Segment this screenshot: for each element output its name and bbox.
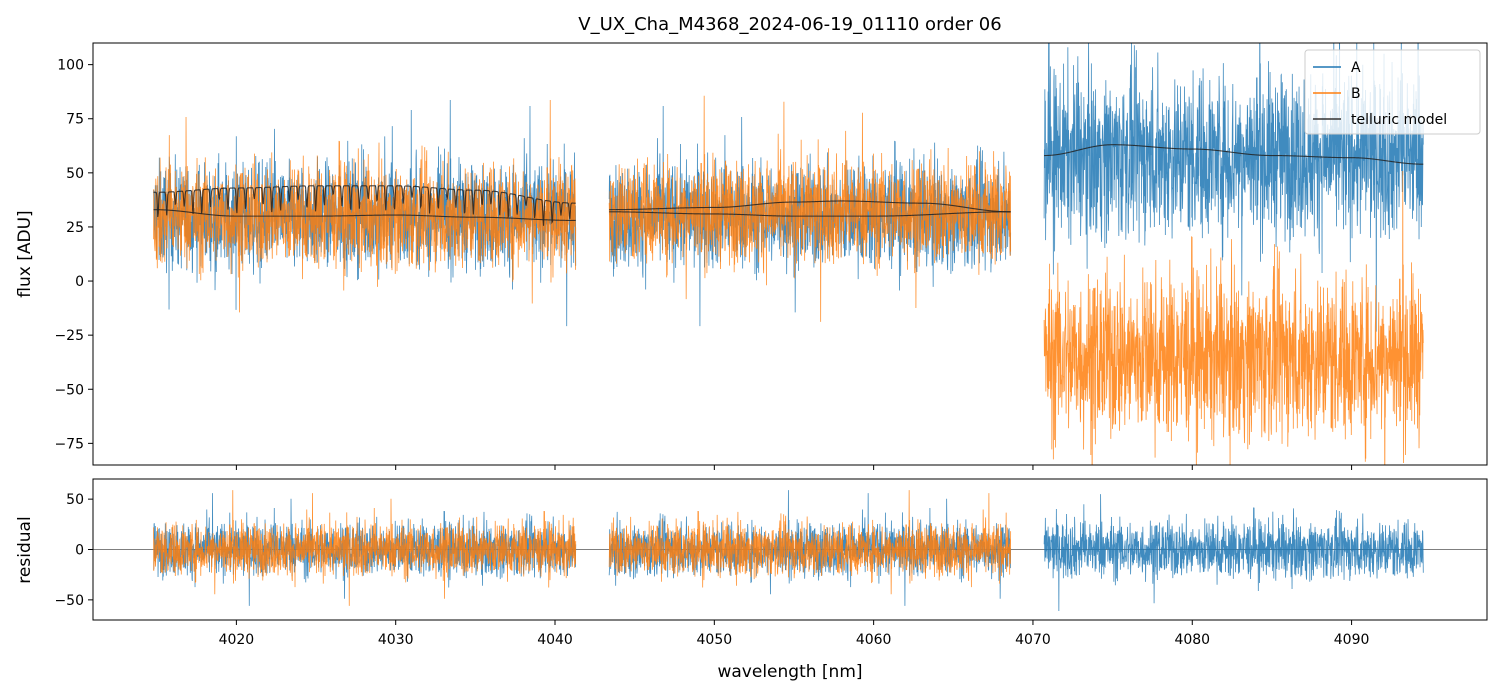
legend-label: B bbox=[1351, 86, 1361, 102]
series-b-segment-1 bbox=[153, 490, 577, 606]
y-tick-label: 50 bbox=[66, 166, 84, 182]
telluric-model-model-b-segment-2 bbox=[609, 200, 1011, 213]
x-tick-label: 4020 bbox=[219, 632, 255, 648]
bottom-panel: 4020 4030 4040 4050 4060 4070 4080 4090 −50 0 50 bbox=[54, 478, 1488, 648]
top-y-axis-label: flux [ADU] bbox=[15, 210, 35, 297]
y-tick-label: 0 bbox=[75, 543, 84, 559]
y-tick-label: −50 bbox=[54, 593, 84, 609]
series-a-segment-3 bbox=[1043, 43, 1424, 332]
y-tick-label: −25 bbox=[54, 328, 84, 344]
series-b-segment-2 bbox=[608, 490, 1012, 595]
telluric-model-model-a-segment-1 bbox=[153, 209, 576, 222]
telluric-model-model-b-segment-1 bbox=[153, 185, 576, 226]
y-tick-label: 0 bbox=[75, 274, 84, 290]
y-tick-label: 100 bbox=[57, 58, 84, 74]
x-tick-label: 4040 bbox=[537, 632, 573, 648]
series-b-segment-3 bbox=[1043, 171, 1424, 465]
x-tick-label: 4060 bbox=[856, 632, 892, 648]
x-axis-label: wavelength [nm] bbox=[717, 662, 862, 682]
telluric-model-model-a-segment-2 bbox=[609, 211, 1011, 217]
chart-title: V_UX_Cha_M4368_2024-06-19_01110 order 06 bbox=[578, 14, 1001, 35]
legend-label: A bbox=[1351, 60, 1361, 76]
plot-area bbox=[153, 43, 1424, 465]
bottom-y-axis-label: residual bbox=[15, 516, 35, 583]
telluric-model-model-a-segment-3 bbox=[1044, 144, 1424, 165]
legend-box bbox=[1304, 49, 1481, 135]
legend-label: telluric model bbox=[1351, 112, 1447, 128]
axes-frame bbox=[92, 42, 1488, 466]
x-tick-label: 4030 bbox=[378, 632, 414, 648]
y-tick-label: 50 bbox=[66, 492, 84, 508]
y-tick-label: 75 bbox=[66, 112, 84, 128]
y-tick-label: −75 bbox=[54, 436, 84, 452]
plot-area bbox=[93, 490, 1487, 611]
y-tick-label: −50 bbox=[54, 382, 84, 398]
x-tick-label: 4090 bbox=[1334, 632, 1370, 648]
x-tick-label: 4080 bbox=[1174, 632, 1210, 648]
series-a-segment-3 bbox=[1043, 494, 1424, 611]
x-tick-label: 4050 bbox=[697, 632, 733, 648]
series-b-segment-2 bbox=[608, 95, 1012, 322]
x-tick-label: 4070 bbox=[1015, 632, 1051, 648]
series-b-segment-1 bbox=[153, 100, 577, 313]
y-tick-label: 25 bbox=[66, 220, 84, 236]
